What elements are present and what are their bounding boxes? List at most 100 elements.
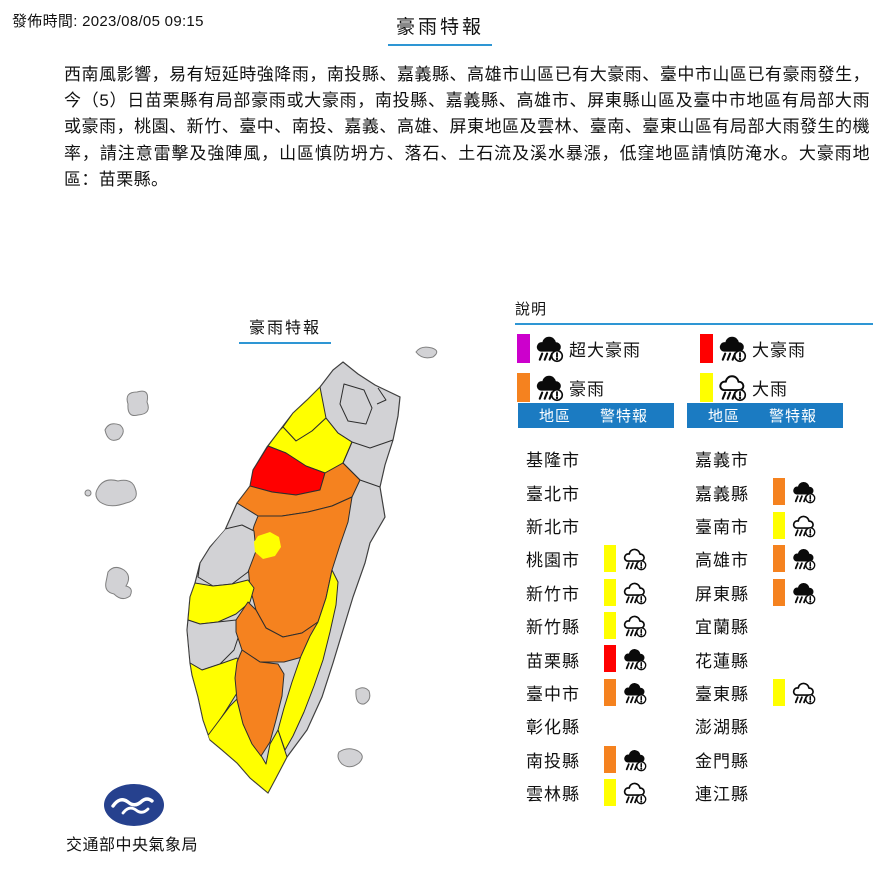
warning-cell [604,645,648,673]
header-region: 地區 [708,408,741,425]
warning-cell [773,678,817,706]
legend-label: 大豪雨 [752,340,806,360]
warning-cell [604,545,648,573]
warning-swatch [604,778,616,806]
table-row: 基隆市 [518,442,674,475]
table-row: 新竹市 [518,576,674,609]
table-row: 臺東縣 [687,676,843,709]
region-name: 臺北市 [526,484,580,504]
storm-cloud-icon [793,482,816,504]
region-patch [254,532,281,559]
legend-label: 大雨 [752,379,788,399]
rain-cloud-icon [792,515,816,538]
region-yunlin [187,579,255,625]
warning-cell [773,511,817,539]
warning-swatch [773,478,785,506]
region-name: 苗栗縣 [526,651,580,671]
region-name: 彰化縣 [526,718,580,738]
table-row: 嘉義縣 [687,475,843,508]
region-name: 金門縣 [695,751,749,771]
warning-cell [773,545,817,573]
taiwan-warning-map [84,346,438,794]
warning-swatch [604,545,616,573]
table-row: 嘉義市 [687,442,843,475]
warning-cell [604,745,648,773]
island-orchid [337,748,363,768]
rain-cloud-icon [623,548,647,571]
region-name: 臺東縣 [695,684,749,704]
legend-swatch [700,372,713,402]
storm-cloud-icon [624,682,647,705]
storm-cloud-icon [624,749,647,771]
table-row: 新竹縣 [518,609,674,642]
publish-time: 發佈時間: 2023/08/05 09:15 [12,13,204,30]
region-name: 桃園市 [526,551,580,571]
table-row: 苗栗縣 [518,642,674,675]
rain-cloud-icon [623,582,647,604]
table-row: 澎湖縣 [687,709,843,742]
island-guishan [415,346,438,359]
region-taitung [277,569,339,751]
table-row: 連江縣 [687,776,843,809]
region-name: 新竹市 [526,584,580,604]
warning-cell [604,678,648,706]
storm-cloud-icon [536,336,564,363]
warning-table-right: 地區 警特報嘉義市嘉義縣 臺南市 高雄市 [687,403,843,809]
region-name: 屏東縣 [695,584,749,604]
legend-label: 超大豪雨 [569,340,641,360]
legend-item: 大雨 [700,371,788,403]
region-name: 嘉義市 [695,451,749,471]
header-region: 地區 [539,408,572,425]
warning-cell [604,578,648,606]
header-warning: 警特報 [769,408,818,425]
warning-swatch [604,678,616,706]
region-name: 澎湖縣 [695,718,749,738]
table-row: 高雄市 [687,542,843,575]
island-matsu-north [126,390,149,416]
table-row: 屏東縣 [687,576,843,609]
region-name: 宜蘭縣 [695,618,749,638]
region-name: 基隆市 [526,451,580,471]
region-name: 臺南市 [695,517,749,537]
region-kaohsiung [234,649,285,757]
header-warning: 警特報 [600,408,649,425]
warning-cell [773,478,817,506]
warning-swatch [604,578,616,606]
legend-item: 大豪雨 [700,332,806,364]
legend-swatch [517,372,530,402]
region-name: 新北市 [526,517,580,537]
region-name: 南投縣 [526,751,580,771]
cwb-logo [104,784,164,826]
warning-cell [604,778,648,806]
legend-item: 豪雨 [517,371,605,403]
table-header: 地區 警特報 [687,403,843,428]
warning-swatch [773,578,785,606]
warning-table-left: 地區 警特報基隆市臺北市新北市桃園市 新竹市 [518,403,674,809]
table-row: 彰化縣 [518,709,674,742]
table-row: 金門縣 [687,743,843,776]
island-penghu-main [95,479,137,507]
region-name: 臺中市 [526,684,580,704]
storm-cloud-icon [624,649,647,671]
warning-swatch [773,678,785,706]
page-title: 豪雨特報 [387,12,493,46]
table-row: 宜蘭縣 [687,609,843,642]
island-penghu-south [105,566,132,600]
legend-title: 說明 [515,298,873,325]
storm-cloud-icon [793,582,816,604]
rain-cloud-icon [623,615,647,638]
table-header: 地區 警特報 [518,403,674,428]
legend: 說明 超大豪雨 大豪雨 豪雨 大雨 [515,298,873,428]
island-matsu-south [104,423,124,441]
legend-swatch [517,333,530,363]
table-row: 桃園市 [518,542,674,575]
region-name: 花蓮縣 [695,651,749,671]
region-name: 嘉義縣 [695,484,749,504]
legend-swatch [700,333,713,363]
storm-cloud-icon [536,375,564,402]
legend-items: 超大豪雨 大豪雨 豪雨 大雨 [515,332,873,428]
warning-swatch [604,645,616,673]
table-row: 臺北市 [518,475,674,508]
agency-name: 交通部中央氣象局 [66,837,199,854]
